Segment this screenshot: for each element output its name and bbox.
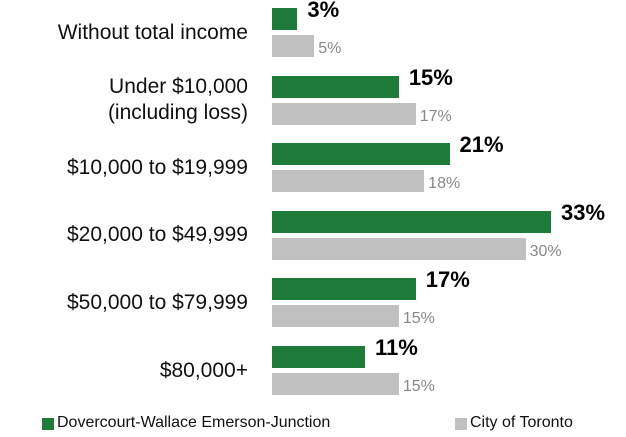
bar — [272, 75, 399, 98]
bar — [272, 102, 416, 125]
category-label: $80,000+ — [159, 358, 248, 382]
value-label: 15% — [402, 378, 435, 395]
value-label: 11% — [375, 335, 418, 360]
bar — [272, 373, 399, 395]
bar — [272, 8, 298, 30]
value-label: 30% — [529, 242, 562, 260]
bar — [272, 305, 399, 328]
category-label: $50,000 to $79,999 — [66, 290, 248, 314]
bar — [272, 143, 450, 166]
legend-label: City of Toronto — [470, 414, 573, 431]
category-label: Under $10,000 (including loss) — [107, 75, 248, 125]
bar — [272, 278, 416, 301]
bar — [272, 346, 365, 368]
legend-swatch — [455, 418, 467, 430]
bar — [272, 170, 425, 193]
bar — [272, 35, 315, 57]
value-label: 3% — [307, 0, 340, 22]
bar — [272, 237, 526, 260]
value-label: 17% — [425, 267, 470, 293]
legend-label: Dovercourt-Wallace Emerson-Junction — [57, 414, 331, 431]
bar — [272, 210, 551, 233]
legend-swatch — [42, 418, 54, 430]
value-label: 15% — [408, 64, 453, 90]
value-label: 15% — [402, 310, 435, 328]
category-label: $20,000 to $49,999 — [66, 223, 248, 247]
value-label: 33% — [561, 199, 606, 225]
category-label: $10,000 to $19,999 — [66, 155, 248, 179]
value-label: 17% — [419, 107, 452, 125]
value-label: 18% — [428, 175, 461, 193]
category-label: Without total income — [57, 20, 248, 44]
value-label: 5% — [318, 40, 342, 57]
value-label: 21% — [459, 132, 504, 158]
